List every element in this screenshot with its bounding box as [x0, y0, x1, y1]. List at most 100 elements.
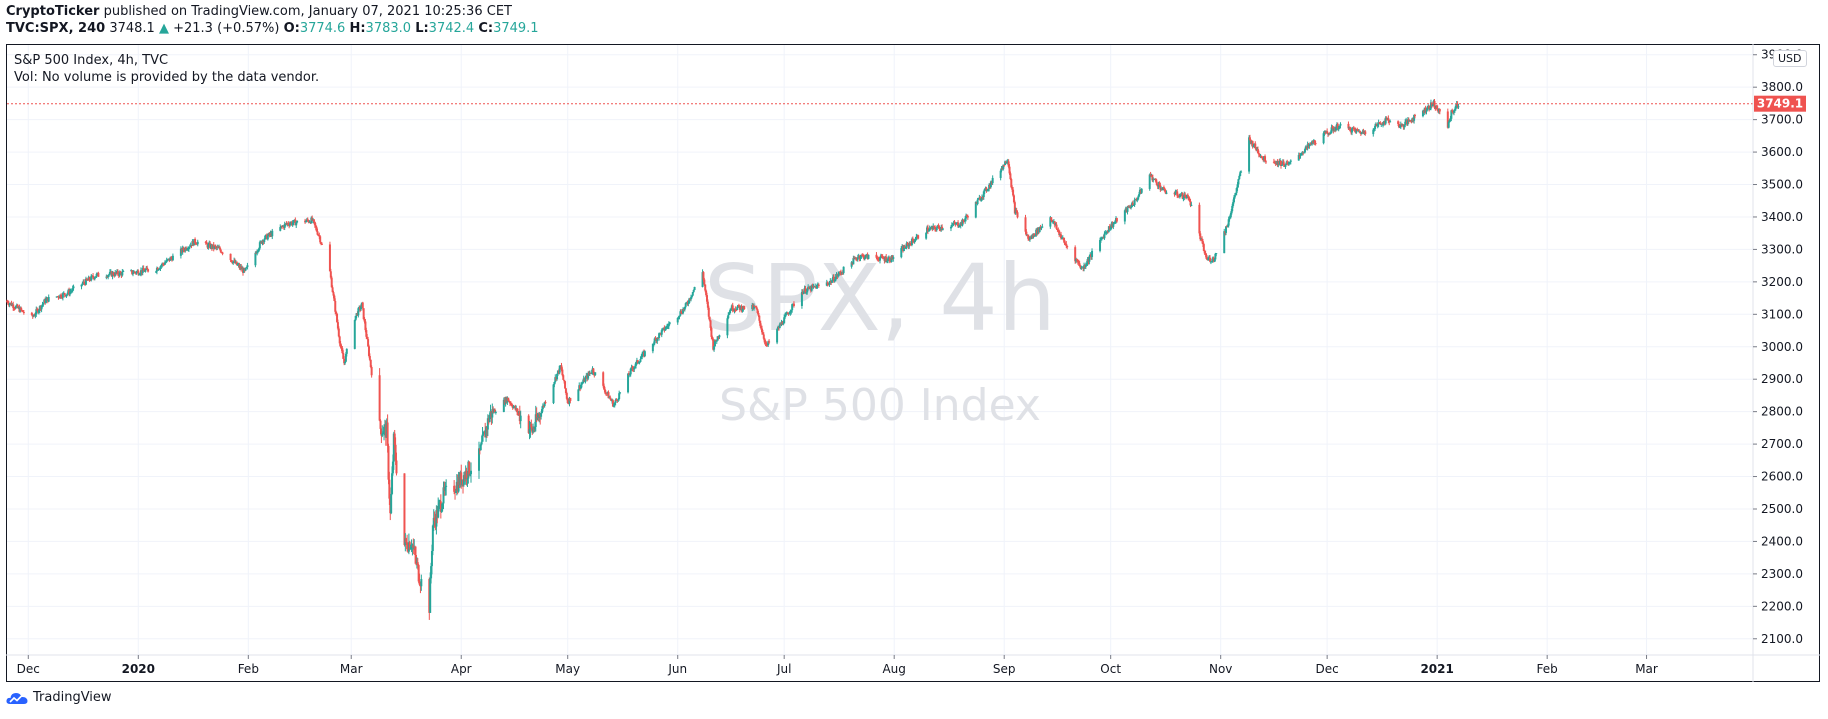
candle-body — [1112, 223, 1115, 227]
candle-body — [509, 401, 512, 404]
candle-body — [964, 218, 967, 222]
candle-body — [221, 252, 224, 254]
candle-body — [594, 372, 597, 376]
candle-body — [708, 316, 711, 321]
candle-body — [1407, 119, 1410, 121]
candle-body — [665, 326, 668, 329]
candle-body — [1398, 126, 1401, 128]
candle-body — [1238, 175, 1241, 180]
open-value: 3774.6 — [299, 21, 346, 36]
candle-body — [169, 257, 172, 261]
candle-body — [512, 406, 515, 408]
candle-body — [828, 282, 831, 285]
candle-body — [1431, 104, 1434, 106]
candle-body — [291, 222, 294, 225]
candle-body — [1005, 162, 1008, 164]
candle-body — [950, 224, 953, 228]
candle-body — [240, 266, 243, 270]
candle-body — [378, 375, 381, 421]
candle-body — [1214, 253, 1217, 260]
candle-body — [390, 493, 393, 514]
candle-body — [1185, 194, 1188, 199]
candle-body — [1378, 122, 1381, 124]
candle-body — [880, 255, 883, 257]
candle-body — [45, 298, 48, 303]
candle-body — [1324, 131, 1327, 133]
candle-body — [1336, 124, 1339, 129]
candle-body — [925, 232, 928, 239]
candle-body — [786, 312, 789, 314]
candle-body — [656, 337, 659, 342]
candle-body — [527, 415, 530, 433]
candle-body — [564, 388, 567, 394]
candle-body — [1099, 238, 1102, 241]
candle-body — [833, 280, 836, 282]
candle-body — [668, 322, 671, 324]
candle-body — [1012, 189, 1015, 196]
candle-body — [534, 414, 537, 427]
candle-body — [790, 310, 793, 313]
candle-body — [881, 256, 884, 259]
candle-body — [486, 418, 489, 430]
candle-body — [1447, 122, 1450, 128]
price-change: +21.3 (+0.57%) — [173, 21, 280, 36]
candle-body — [312, 219, 315, 222]
candle-body — [135, 271, 138, 274]
currency-badge[interactable]: USD — [1773, 50, 1807, 67]
candle-body — [667, 323, 670, 327]
candle-body — [368, 355, 371, 360]
candle-body — [603, 385, 606, 390]
candle-body — [1327, 132, 1330, 135]
candle-body — [856, 257, 859, 260]
candle-body — [507, 397, 510, 401]
candle-body — [863, 255, 866, 259]
candle-body — [765, 343, 768, 345]
candle-body — [587, 373, 590, 379]
candlestick-chart[interactable]: SPX, 4h S&P 500 Index 2100.02200.02300.0… — [0, 0, 1828, 690]
candle-body — [138, 274, 141, 276]
footer-brand[interactable]: TradingView — [6, 690, 112, 705]
candle-body — [687, 303, 690, 305]
candle-body — [1229, 214, 1232, 219]
candle-body — [332, 292, 335, 296]
candle-body — [900, 248, 903, 258]
candle-body — [214, 246, 217, 248]
candle-body — [1057, 229, 1060, 231]
close-label: C: — [478, 21, 494, 36]
candle-body — [279, 227, 282, 231]
candle-body — [703, 279, 706, 285]
candle-body — [1215, 253, 1218, 255]
candle-body — [1056, 228, 1059, 230]
candle-body — [705, 290, 708, 296]
candle-body — [156, 268, 159, 271]
candle-body — [1179, 195, 1182, 197]
candle-body — [682, 309, 685, 314]
candle-body — [58, 297, 61, 299]
candle-body — [681, 313, 684, 315]
candle-body — [66, 293, 69, 295]
candle-body — [1002, 164, 1005, 169]
candle-body — [244, 268, 247, 271]
candle-body — [728, 313, 731, 315]
candle-body — [690, 297, 693, 300]
candle-body — [182, 247, 185, 250]
candle-body — [628, 374, 631, 376]
candle-body — [444, 486, 447, 491]
candle-body — [1374, 125, 1377, 129]
candle-body — [1049, 217, 1052, 227]
publisher-name[interactable]: CryptoTicker — [6, 4, 100, 19]
price-axis: 2100.0 2200.0 2300.0 2400.0 2500.0 2600.0 2700… — [1752, 44, 1803, 682]
chart-frame[interactable] — [6, 44, 1820, 682]
candle-body — [1114, 221, 1117, 223]
candle-body — [381, 433, 384, 436]
candle-body — [929, 227, 932, 229]
candle-body — [435, 510, 438, 527]
legend-title[interactable]: S&P 500 Index, 4h, TVC — [14, 53, 169, 68]
candle-body — [1308, 144, 1311, 147]
candle-body — [218, 247, 221, 250]
candle-body — [1357, 129, 1360, 131]
candle-body — [391, 461, 394, 474]
candle-body — [1382, 124, 1385, 126]
candle-body — [1322, 133, 1325, 144]
candle-body — [735, 309, 738, 311]
